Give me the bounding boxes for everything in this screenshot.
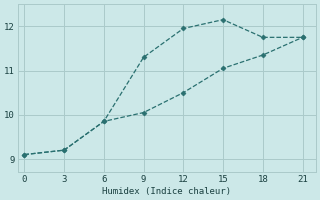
X-axis label: Humidex (Indice chaleur): Humidex (Indice chaleur): [102, 187, 231, 196]
